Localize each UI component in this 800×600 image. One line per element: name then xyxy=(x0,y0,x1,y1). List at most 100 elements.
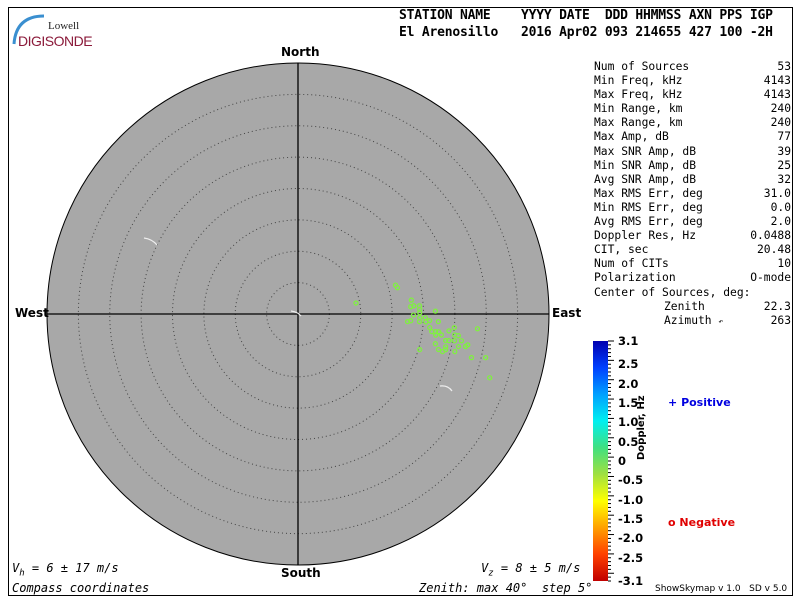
source-point xyxy=(411,303,417,309)
source-point xyxy=(435,346,442,353)
colorbar-tick-label: 1.5 xyxy=(618,395,639,410)
stat-label: Avg SNR Amp, dB xyxy=(594,172,697,186)
version-label: ShowSkymap v 1.0 SD v 5.0 xyxy=(655,584,788,594)
source-point xyxy=(394,285,401,291)
stat-row: Max RMS Err, deg 31.0 xyxy=(594,187,791,201)
azimuth-value: 263 xyxy=(770,313,791,327)
stat-label: Max Amp, dB xyxy=(594,130,669,144)
stat-row: Avg SNR Amp, dB 32 xyxy=(594,173,791,187)
source-point xyxy=(353,300,359,306)
colorbar-tick-label: 0 xyxy=(618,454,627,468)
source-point xyxy=(417,310,423,316)
stat-value: 240 xyxy=(770,102,791,116)
source-point xyxy=(482,355,489,361)
stat-label: Max RMS Err, deg xyxy=(594,186,703,200)
stat-value: 0.0488 xyxy=(750,229,791,243)
source-point xyxy=(465,342,471,348)
stat-label: CIT, sec xyxy=(594,243,649,257)
circle-icon: o xyxy=(668,516,676,529)
vh-subscript: h xyxy=(19,568,25,579)
colorbar-tick-label: -3.1 xyxy=(618,574,644,588)
source-point xyxy=(458,338,465,344)
colorbar xyxy=(593,341,608,581)
stat-value: 39 xyxy=(777,144,791,158)
stat-label: Avg RMS Err, deg xyxy=(594,215,703,229)
source-point xyxy=(468,354,475,361)
digisonde-logo: Lowell DIGISONDE xyxy=(10,10,93,50)
stat-value: 2.0 xyxy=(770,215,791,229)
plus-icon: + xyxy=(668,396,678,409)
vh-readout: Vh = 6 ± 17 m/s xyxy=(12,561,119,578)
logo-lowell: Lowell xyxy=(48,20,80,32)
azimuth-label: Azimuth xyxy=(664,313,712,327)
source-point xyxy=(408,318,414,324)
source-point xyxy=(433,332,439,338)
colorbar-tick-label: -0.5 xyxy=(618,473,644,488)
colorbar-tick-label: 2.5 xyxy=(618,357,639,372)
colorbar-tick-label: -1.5 xyxy=(618,512,644,527)
stat-label: Polarization xyxy=(594,271,676,285)
vz-symbol: V xyxy=(481,561,489,575)
stat-row: Max Amp, dB 77 xyxy=(594,130,791,144)
zenith-value: 22.3 xyxy=(763,299,791,313)
stat-row: Min SNR Amp, dB 25 xyxy=(594,159,791,173)
colorbar-tick-label: 2.0 xyxy=(618,376,639,391)
drift-arrow-mark xyxy=(439,385,453,392)
stat-row: Min Freq, kHz 4143 xyxy=(594,74,791,88)
stat-label: Min Range, km xyxy=(594,102,683,116)
colorbar-tick-label: -2.0 xyxy=(618,531,644,546)
colorbar-label: Doppler, Hz xyxy=(636,395,647,460)
center-title: Center of Sources, deg: xyxy=(594,286,791,300)
header-values: El Arenosillo 2016 Apr02 093 214655 427 … xyxy=(399,25,773,40)
stat-value: 4143 xyxy=(763,88,791,102)
colorbar-tick-label: -1.0 xyxy=(618,492,644,507)
source-point xyxy=(432,341,439,347)
zenith-label: Zenith xyxy=(664,299,705,313)
stat-value: 0.0 xyxy=(770,200,791,214)
source-point xyxy=(446,328,452,334)
source-point xyxy=(432,308,439,314)
source-point xyxy=(442,344,449,350)
label-south: South xyxy=(281,566,321,580)
vh-symbol: V xyxy=(12,561,20,575)
logo-arc-icon xyxy=(12,14,45,45)
stat-row: Polarization O-mode xyxy=(594,271,791,285)
legend-positive-label: Positive xyxy=(681,396,731,409)
stat-value: 25 xyxy=(777,158,791,172)
legend-negative: o Negative xyxy=(668,516,735,529)
drift-arrow-mark xyxy=(143,237,158,246)
stat-value: 4143 xyxy=(763,74,791,88)
azimuth-arrow-icon: ↶ xyxy=(718,316,724,326)
zenith-info: Zenith: max 40° step 5° xyxy=(419,581,593,595)
legend-positive: + Positive xyxy=(668,396,731,409)
source-point xyxy=(408,297,415,303)
vz-value: = 8 ± 5 m/s xyxy=(493,561,581,575)
stat-label: Min RMS Err, deg xyxy=(594,200,703,214)
colorbar-tick-label: 3.1 xyxy=(618,334,639,348)
source-point xyxy=(487,375,493,381)
stat-row: Max Range, km 240 xyxy=(594,116,791,130)
source-point xyxy=(417,346,423,353)
stat-row: Num of CITs 10 xyxy=(594,257,791,271)
stat-value: O-mode xyxy=(750,271,791,285)
colorbar-tick-label: 0.5 xyxy=(618,434,639,449)
drift-arrow-mark xyxy=(290,310,302,317)
label-north: North xyxy=(281,45,320,59)
colorbar-tick-label: 1.0 xyxy=(618,415,639,430)
source-point xyxy=(426,318,433,324)
vz-readout: Vz = 8 ± 5 m/s xyxy=(481,561,580,578)
label-east: East xyxy=(552,306,582,320)
stat-row: Avg RMS Err, deg 2.0 xyxy=(594,215,791,229)
source-point xyxy=(452,348,458,355)
logo-digisonde: DIGISONDE xyxy=(18,33,93,49)
stat-value: 77 xyxy=(777,130,791,144)
stat-row: Max Freq, kHz 4143 xyxy=(594,88,791,102)
center-zenith-row: Zenith 22.3 xyxy=(594,300,791,314)
label-west: West xyxy=(15,306,49,320)
stat-label: Doppler Res, Hz xyxy=(594,229,697,243)
legend-negative-label: Negative xyxy=(679,516,736,529)
stat-value: 31.0 xyxy=(763,186,791,200)
stat-value: 53 xyxy=(777,60,791,73)
stat-row: CIT, sec 20.48 xyxy=(594,243,791,257)
